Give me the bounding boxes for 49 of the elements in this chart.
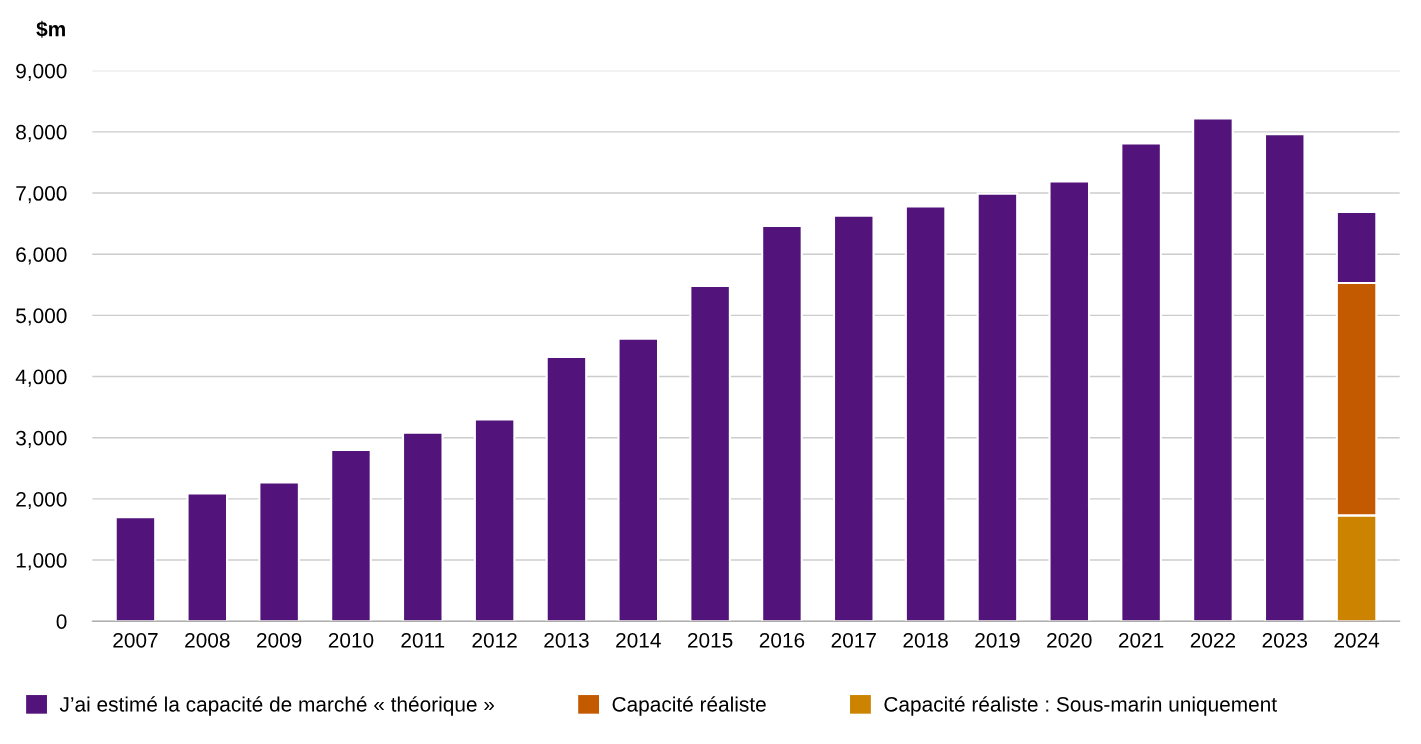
bar <box>186 492 229 622</box>
bar <box>1120 142 1162 622</box>
bar <box>1263 133 1306 622</box>
y-tick-label: 8,000 <box>16 124 67 143</box>
bar <box>545 355 588 622</box>
bar <box>401 431 444 622</box>
bar <box>904 205 947 622</box>
x-tick-label: 2012 <box>472 632 517 648</box>
y-tick-label: 2,000 <box>16 491 67 510</box>
legend-label: Capacité réaliste : Sous-marin uniquement <box>884 696 1277 716</box>
x-tick-label: 2011 <box>401 632 445 648</box>
x-tick-label: 2016 <box>759 632 805 648</box>
x-tick-label: 2021 <box>1118 632 1164 648</box>
x-tick-label: 2009 <box>257 632 302 648</box>
bar <box>1048 180 1091 622</box>
y-tick-label: 0 <box>56 614 67 629</box>
bar <box>832 214 875 622</box>
y-axis-title: $m <box>36 20 65 38</box>
bar <box>976 192 1019 622</box>
x-tick-label: 2023 <box>1262 632 1308 648</box>
legend-label: J’ai estimé la capacité de marché « théorique » <box>59 696 495 716</box>
y-tick-label: 7,000 <box>16 186 67 204</box>
bar <box>330 448 372 622</box>
x-tick-label: 2007 <box>113 632 158 648</box>
x-tick-label: 2019 <box>975 632 1020 648</box>
y-tick-label: 5,000 <box>16 308 67 326</box>
x-tick-label: 2017 <box>831 632 876 648</box>
x-tick-label: 2015 <box>687 632 733 648</box>
y-tick-label: 3,000 <box>16 430 67 448</box>
x-tick-label: 2022 <box>1190 632 1236 648</box>
y-tick-label: 9,000 <box>16 63 67 81</box>
bar <box>761 225 803 622</box>
bar <box>617 337 660 622</box>
x-tick-label: 2024 <box>1334 632 1380 648</box>
x-tick-label: 2020 <box>1047 632 1092 648</box>
x-tick-label: 2010 <box>328 632 374 648</box>
bar <box>114 516 157 622</box>
legend-label: Capacité réaliste <box>612 696 766 716</box>
x-tick-label: 2018 <box>903 632 948 648</box>
bar <box>473 418 516 622</box>
y-tick-label: 1,000 <box>16 553 67 571</box>
y-tick-label: 4,000 <box>15 369 67 387</box>
x-tick-label: 2013 <box>544 632 589 648</box>
bar <box>1192 117 1234 622</box>
bar <box>689 284 731 622</box>
y-tick-label: 6,000 <box>16 247 67 265</box>
bar <box>258 481 300 622</box>
x-tick-label: 2014 <box>616 632 661 648</box>
x-tick-label: 2008 <box>185 632 230 648</box>
